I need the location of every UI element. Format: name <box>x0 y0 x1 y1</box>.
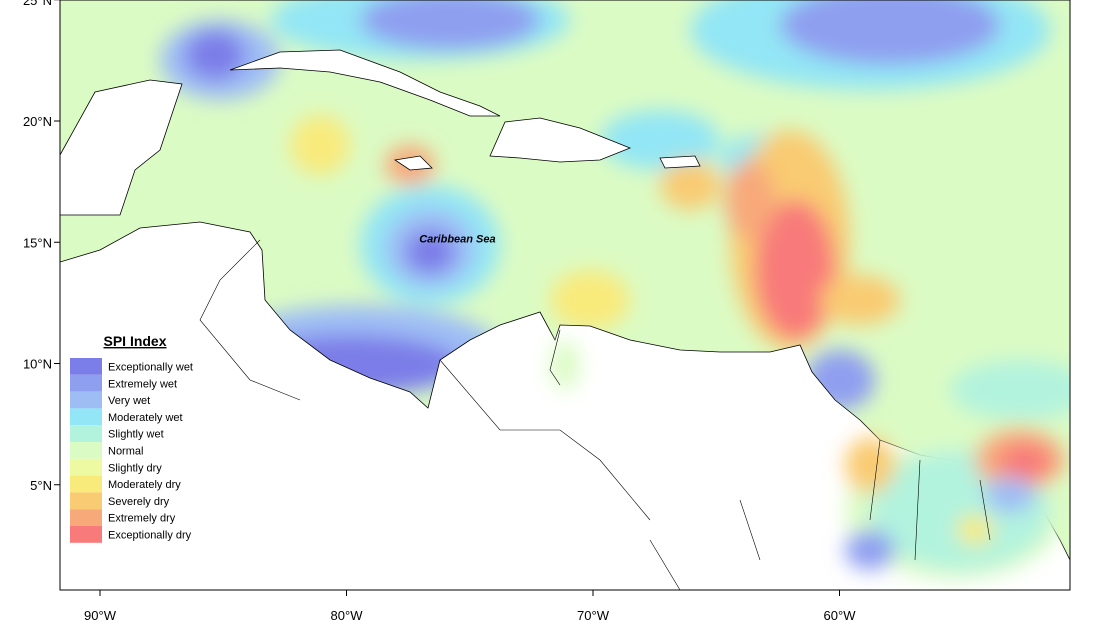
legend-label: Moderately dry <box>108 479 181 491</box>
legend-label: Exceptionally wet <box>108 362 193 374</box>
spi-area <box>1000 444 1050 480</box>
place-label: Caribbean Sea <box>419 233 495 245</box>
land-hispaniola <box>489 117 632 163</box>
legend-label: Severely dry <box>108 496 170 508</box>
land-puerto-rico <box>659 155 701 169</box>
legend-label: Normal <box>108 446 143 458</box>
legend: SPI Index Exceptionally wet Extremely wet… <box>68 333 200 550</box>
spi-area <box>780 0 1000 65</box>
spi-area <box>820 275 900 325</box>
spi-area <box>985 477 1035 513</box>
x-tick-label: 80°W <box>331 608 364 623</box>
y-tick-label: 10°N <box>23 357 52 372</box>
legend-swatch <box>70 442 102 459</box>
spi-area <box>405 230 455 274</box>
spi-area <box>550 270 630 330</box>
legend-label: Exceptionally dry <box>108 530 192 542</box>
y-tick-label: 25°N <box>23 0 52 8</box>
legend-swatch <box>70 526 102 543</box>
spi-area <box>660 160 720 210</box>
spi-area <box>725 160 775 240</box>
legend-label: Very wet <box>108 395 150 407</box>
y-tick-label: 5°N <box>30 478 52 493</box>
spi-area <box>845 530 895 570</box>
spi-area <box>755 200 835 340</box>
place-label: Atlantic Ocean <box>788 0 866 2</box>
legend-swatch <box>70 391 102 409</box>
legend-swatch <box>70 374 102 392</box>
spi-area <box>600 110 720 170</box>
legend-swatch <box>70 492 102 510</box>
legend-swatch <box>70 408 102 426</box>
x-tick-label: 60°W <box>824 608 857 623</box>
x-tick-label: 70°W <box>577 608 610 623</box>
legend-label: Moderately wet <box>108 412 183 424</box>
spi-area <box>845 437 895 493</box>
legend-swatch <box>70 358 102 375</box>
legend-label: Extremely dry <box>108 513 176 525</box>
y-tick-label: 15°N <box>23 235 52 250</box>
map-frame <box>59 0 1071 591</box>
spi-area <box>950 360 1070 420</box>
legend-label: Slightly dry <box>108 462 162 474</box>
land-cuba <box>229 49 501 117</box>
spi-area <box>290 115 350 175</box>
legend-swatch <box>70 475 102 493</box>
y-tick-label: 20°N <box>23 114 52 129</box>
spi-area <box>550 340 580 390</box>
legend-swatch <box>70 509 102 526</box>
legend-label: Extremely wet <box>108 378 177 390</box>
spi-area <box>185 30 245 80</box>
legend-title: SPI Index <box>103 333 166 349</box>
legend-swatch <box>70 458 102 476</box>
land-yucatan <box>60 79 183 216</box>
spi-area <box>957 515 993 545</box>
land-jamaica <box>393 155 433 171</box>
legend-label: Slightly wet <box>108 429 164 441</box>
spi-area <box>360 0 540 50</box>
legend-swatch <box>70 425 102 442</box>
x-tick-label: 90°W <box>84 608 117 623</box>
country-borders <box>199 239 991 590</box>
